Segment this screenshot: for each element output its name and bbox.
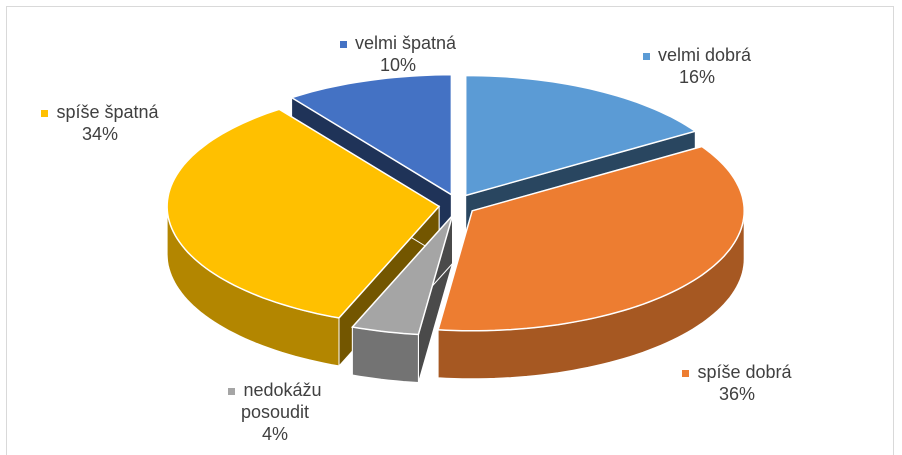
data-label: nedokážu posoudit 4%: [215, 379, 335, 445]
category-label: spíše špatná: [56, 102, 159, 122]
label-marker: [642, 52, 650, 60]
chart-frame: [6, 6, 894, 455]
value-label: 36%: [718, 384, 756, 404]
label-marker: [339, 40, 347, 48]
label-marker: [228, 387, 236, 395]
category-label: velmi špatná: [354, 33, 457, 53]
label-marker: [41, 109, 49, 117]
data-label: velmi dobrá 16%: [597, 44, 797, 88]
value-label: 10%: [379, 55, 417, 75]
value-label: 34%: [81, 124, 119, 144]
label-marker: [682, 369, 690, 377]
slice-top: [289, 73, 453, 197]
slice-top: [437, 145, 745, 332]
slice-top: [350, 214, 454, 336]
value-label: 16%: [678, 67, 716, 87]
data-label: spíše dobrá 36%: [637, 361, 837, 405]
slice-wall: [351, 326, 419, 384]
value-label: 4%: [261, 424, 288, 444]
slice-top: [166, 108, 441, 319]
slice-top: [464, 74, 698, 197]
category-label: nedokážu posoudit: [240, 380, 322, 422]
data-label: velmi špatná 10%: [298, 32, 498, 76]
data-label: spíše špatná 34%: [0, 101, 200, 145]
category-label: velmi dobrá: [657, 45, 752, 65]
category-label: spíše dobrá: [697, 362, 792, 382]
